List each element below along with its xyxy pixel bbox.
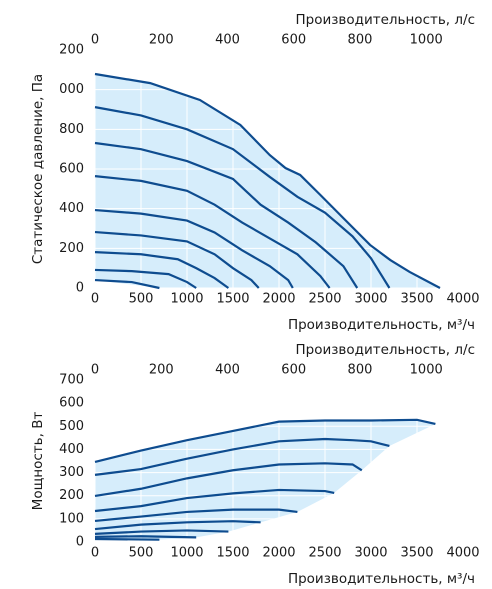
x2-tick-label: 200	[149, 363, 174, 378]
y-tick-label: 500	[59, 419, 84, 434]
curve	[94, 535, 197, 539]
x-tick-label: 2000	[262, 546, 295, 561]
curve	[94, 462, 363, 498]
y-tick-label: 0	[76, 281, 84, 296]
x2-tick-label: 400	[215, 363, 240, 378]
x2-tick-label: 800	[348, 363, 373, 378]
curve	[94, 230, 260, 289]
y-tick-label: 600	[59, 162, 84, 177]
y-tick-label: 400	[59, 442, 84, 457]
x2-tick-label: 200	[149, 33, 174, 48]
x-tick-label: 1000	[170, 546, 203, 561]
curve	[94, 488, 335, 513]
x-tick-label: 0	[91, 546, 99, 561]
x-tick-label: 2000	[262, 292, 295, 307]
y-tick-label: 100	[59, 511, 84, 526]
curve	[94, 437, 390, 476]
y-tick-label: 400	[59, 201, 84, 216]
x-tick-label: 4000	[446, 546, 479, 561]
curve	[94, 268, 197, 289]
x-tick-label: 500	[129, 292, 154, 307]
x-tick-label: 1500	[216, 292, 249, 307]
curve	[94, 251, 230, 289]
x-tick-label: 3500	[400, 546, 433, 561]
x2-tick-label: 400	[215, 33, 240, 48]
x2-tick-label: 600	[281, 363, 306, 378]
x2-tick-label: 0	[91, 33, 99, 48]
y-tick-label: 600	[59, 396, 84, 411]
curve	[94, 208, 294, 289]
curve	[94, 72, 441, 289]
x-axis-title: Производительность, м³/ч	[288, 317, 475, 333]
y-tick-label: 800	[59, 122, 84, 137]
x2-axis-title: Производительность, л/с	[295, 12, 475, 28]
curve	[94, 278, 160, 290]
x2-tick-label: 0	[91, 363, 99, 378]
y-tick-label: 000	[59, 82, 84, 97]
x2-tick-label: 1000	[410, 363, 443, 378]
x2-tick-label: 800	[348, 33, 373, 48]
y-tick-label: 200	[59, 488, 84, 503]
y-tick-label: 200	[59, 43, 84, 58]
y-tick-label: 200	[59, 241, 84, 256]
curve	[94, 520, 261, 531]
x-axis-title: Производительность, м³/ч	[288, 571, 475, 587]
curve	[94, 537, 160, 541]
x2-tick-label: 1000	[410, 33, 443, 48]
y-axis-title: Мощность, Вт	[30, 412, 46, 511]
x-tick-label: 500	[129, 546, 154, 561]
curve	[94, 141, 359, 289]
x-tick-label: 3500	[400, 292, 433, 307]
x2-tick-label: 600	[281, 33, 306, 48]
y-axis-title: Статическое давление, Па	[30, 74, 46, 264]
y-tick-label: 0	[76, 535, 84, 550]
x-tick-label: 3000	[354, 546, 387, 561]
x-tick-label: 2500	[308, 292, 341, 307]
x-tick-label: 3000	[354, 292, 387, 307]
x-tick-label: 1000	[170, 292, 203, 307]
x-tick-label: 1500	[216, 546, 249, 561]
curve	[94, 529, 229, 535]
curve	[94, 508, 298, 523]
y-tick-label: 300	[59, 465, 84, 480]
curve	[94, 175, 331, 289]
curve	[94, 106, 391, 289]
y-tick-label: 700	[59, 373, 84, 388]
x-tick-label: 0	[91, 292, 99, 307]
envelope-fill	[95, 419, 436, 540]
x2-axis-title: Производительность, л/с	[295, 342, 475, 358]
x-tick-label: 4000	[446, 292, 479, 307]
x-tick-label: 2500	[308, 546, 341, 561]
curve	[94, 418, 436, 463]
